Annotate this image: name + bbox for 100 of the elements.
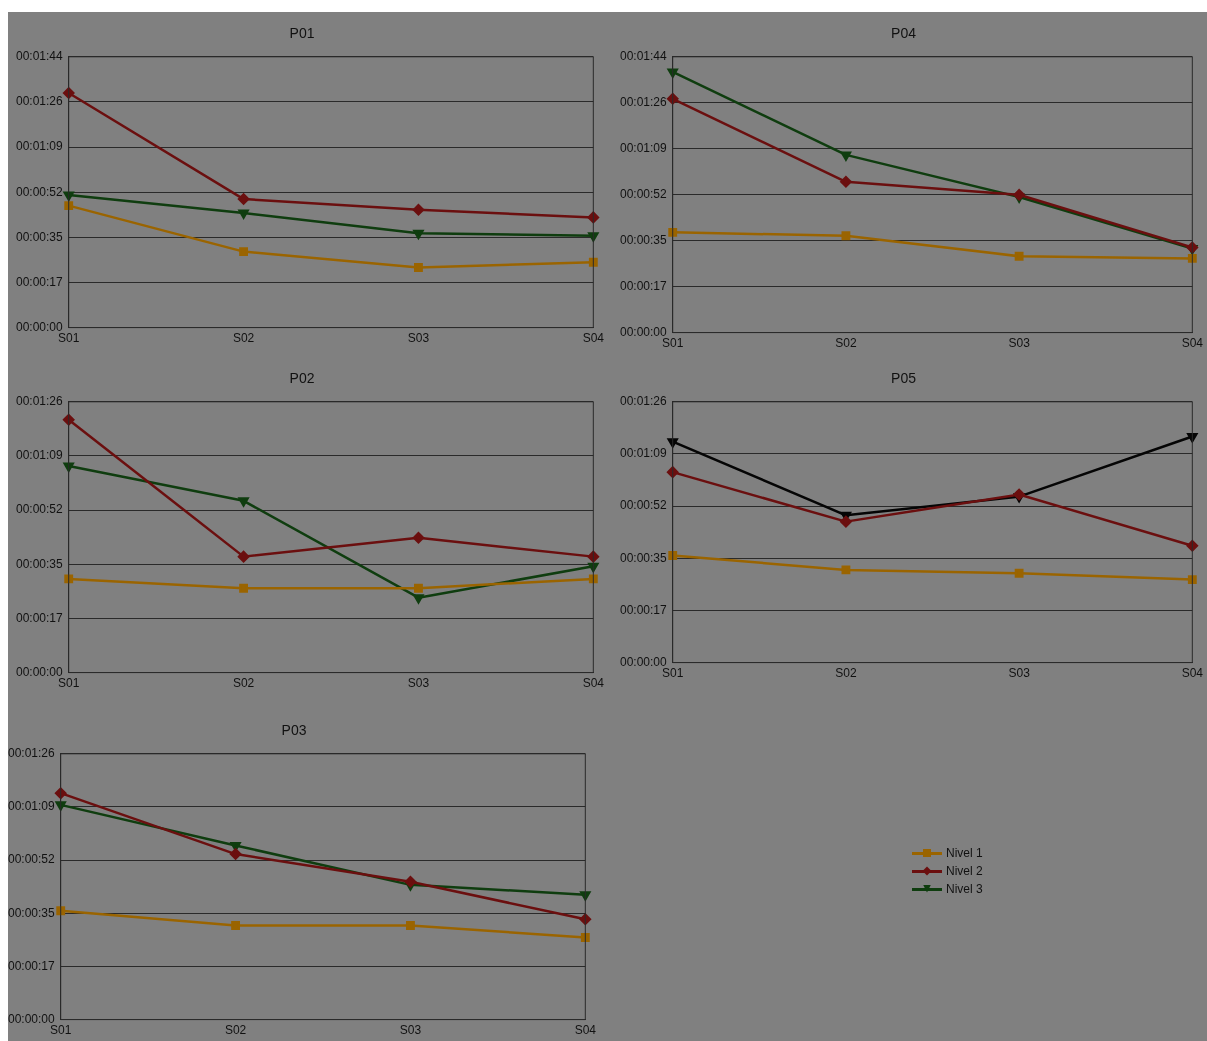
chart-title: P05 — [891, 370, 917, 387]
point — [1013, 189, 1025, 201]
point — [588, 574, 598, 584]
chart-title: P04 — [891, 25, 917, 42]
legend-label: Nivel 1 — [946, 846, 983, 860]
y-tick-label: 00:00:17 — [15, 274, 64, 289]
x-tick-label: S02 — [224, 1023, 247, 1038]
x-tick-label: S01 — [58, 676, 80, 691]
x-tick-label: S02 — [835, 666, 857, 681]
x-tick-label: S02 — [232, 676, 255, 691]
point — [63, 191, 74, 201]
point — [55, 801, 66, 811]
y-tick-label: 00:00:35 — [619, 232, 668, 247]
x-tick-label: S04 — [582, 331, 605, 346]
point — [667, 438, 678, 448]
point — [239, 583, 249, 593]
y-tick-label: 00:01:26 — [15, 94, 64, 109]
y-tick-label: 00:01:09 — [7, 799, 56, 814]
y-tick-label: 00:00:52 — [619, 498, 668, 513]
x-tick-label: S02 — [835, 336, 857, 351]
point — [238, 209, 249, 219]
y-tick-label: 00:00:00 — [15, 664, 64, 679]
x-tick-label: S01 — [58, 331, 80, 346]
y-tick-label: 00:00:17 — [619, 278, 668, 293]
y-tick-label: 00:01:09 — [15, 448, 64, 463]
y-tick-label: 00:01:26 — [619, 394, 668, 409]
point — [1187, 253, 1197, 263]
point — [840, 176, 852, 188]
x-tick-label: S01 — [50, 1023, 72, 1038]
point — [229, 848, 242, 860]
point — [237, 550, 250, 563]
point — [404, 876, 417, 888]
y-tick-label: 00:00:52 — [7, 852, 56, 867]
y-tick-label: 00:01:09 — [619, 141, 668, 156]
point — [64, 574, 74, 584]
point — [238, 497, 249, 507]
point — [668, 227, 678, 237]
y-tick-label: 00:00:52 — [15, 502, 64, 517]
point — [667, 68, 678, 78]
point — [666, 466, 679, 478]
point — [239, 247, 249, 257]
point — [231, 921, 241, 930]
point — [588, 562, 599, 573]
x-tick-label: S01 — [662, 666, 684, 681]
point — [580, 933, 590, 942]
y-tick-label: 00:00:17 — [7, 958, 56, 973]
x-tick-label: S03 — [1008, 666, 1031, 681]
y-tick-label: 00:00:00 — [15, 319, 64, 334]
point — [1013, 488, 1025, 501]
point — [62, 413, 75, 426]
y-tick-label: 00:00:52 — [15, 184, 64, 199]
x-tick-label: S02 — [232, 331, 255, 346]
x-tick-label: S03 — [1008, 336, 1031, 351]
point — [414, 583, 423, 593]
y-tick-label: 00:00:35 — [15, 229, 64, 244]
y-tick-label: 00:01:09 — [619, 446, 668, 461]
chart-title: P01 — [289, 25, 315, 42]
x-tick-label: S04 — [582, 676, 605, 691]
chart-title: P02 — [289, 370, 315, 387]
point — [668, 551, 678, 560]
point — [406, 921, 415, 930]
point — [237, 193, 250, 205]
point — [666, 93, 679, 105]
x-tick-label: S03 — [399, 1023, 422, 1038]
point — [841, 231, 851, 241]
point — [64, 201, 74, 211]
y-tick-label: 00:00:17 — [619, 602, 668, 617]
point — [840, 515, 852, 528]
y-tick-label: 00:01:44 — [15, 49, 64, 64]
point — [588, 257, 598, 267]
y-tick-label: 00:00:00 — [619, 324, 668, 339]
point — [1014, 251, 1024, 261]
y-tick-label: 00:01:26 — [7, 746, 56, 761]
point — [414, 263, 423, 272]
y-tick-label: 00:00:00 — [619, 654, 668, 669]
y-tick-label: 00:00:35 — [619, 550, 668, 565]
x-tick-label: S04 — [1181, 336, 1204, 351]
x-tick-label: S03 — [407, 676, 430, 691]
y-tick-label: 00:00:00 — [7, 1011, 56, 1026]
point — [1186, 540, 1199, 552]
y-tick-label: 00:00:35 — [7, 905, 56, 920]
point — [1187, 433, 1198, 443]
legend-label: Nivel 2 — [946, 864, 983, 878]
point — [412, 204, 425, 216]
point — [588, 232, 599, 242]
point — [1014, 568, 1024, 578]
point — [54, 787, 67, 799]
x-tick-label: S04 — [574, 1023, 597, 1038]
point — [413, 594, 424, 604]
point — [587, 550, 600, 563]
point — [412, 532, 425, 544]
point — [579, 913, 592, 926]
y-tick-label: 00:01:44 — [619, 49, 668, 64]
point — [1187, 575, 1197, 585]
y-tick-label: 00:00:52 — [619, 187, 668, 202]
chart-title: P03 — [281, 722, 307, 739]
y-tick-label: 00:01:26 — [619, 95, 668, 110]
y-tick-label: 00:00:35 — [15, 556, 64, 571]
legend-label: Nivel 3 — [946, 882, 983, 896]
point — [56, 906, 66, 916]
